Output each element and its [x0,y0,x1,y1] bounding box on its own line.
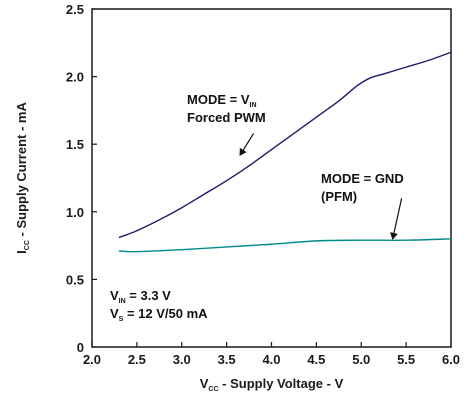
annotation-arrow [239,133,255,156]
forced-pwm-annotation: MODE = VIN Forced PWM [187,92,266,125]
x-tick-label: 3.5 [218,352,236,367]
y-tick-label: 1.0 [66,205,84,220]
x-tick-label: 4.0 [262,352,280,367]
pfm-current-line [118,238,452,253]
y-tick-label: 2.5 [66,2,84,17]
y-axis-label: ICC - Supply Current - mA [14,102,31,254]
y-tick-label: 2.0 [66,70,84,85]
y-tick-label: 0 [77,340,84,355]
x-tick-label: 4.5 [307,352,325,367]
x-axis-label: VCC - Supply Voltage - V [200,376,344,393]
tick-marks [91,8,452,348]
annotations: MODE = VIN Forced PWM MODE = GND (PFM) VIN =… [110,92,404,323]
series-layer [118,51,452,253]
pwm-current-line [118,51,452,239]
annotation-arrow [390,198,403,240]
x-tick-label: 6.0 [442,352,460,367]
conditions-annotation: VIN = 3.3 V VS = 12 V/50 mA [110,288,208,323]
pfm-annotation: MODE = GND (PFM) [321,171,404,204]
y-tick-label: 1.5 [66,137,84,152]
y-tick-label: 0.5 [66,272,84,287]
x-tick-label: 2.5 [128,352,146,367]
x-tick-label: 5.0 [352,352,370,367]
x-tick-label: 5.5 [397,352,415,367]
x-tick-label: 3.0 [173,352,191,367]
tick-labels: 2.0 2.5 3.0 3.5 4.0 4.5 5.0 5.5 6.0 0 0.5 1.0 1.5 2.0… [66,2,460,367]
x-tick-label: 2.0 [83,352,101,367]
